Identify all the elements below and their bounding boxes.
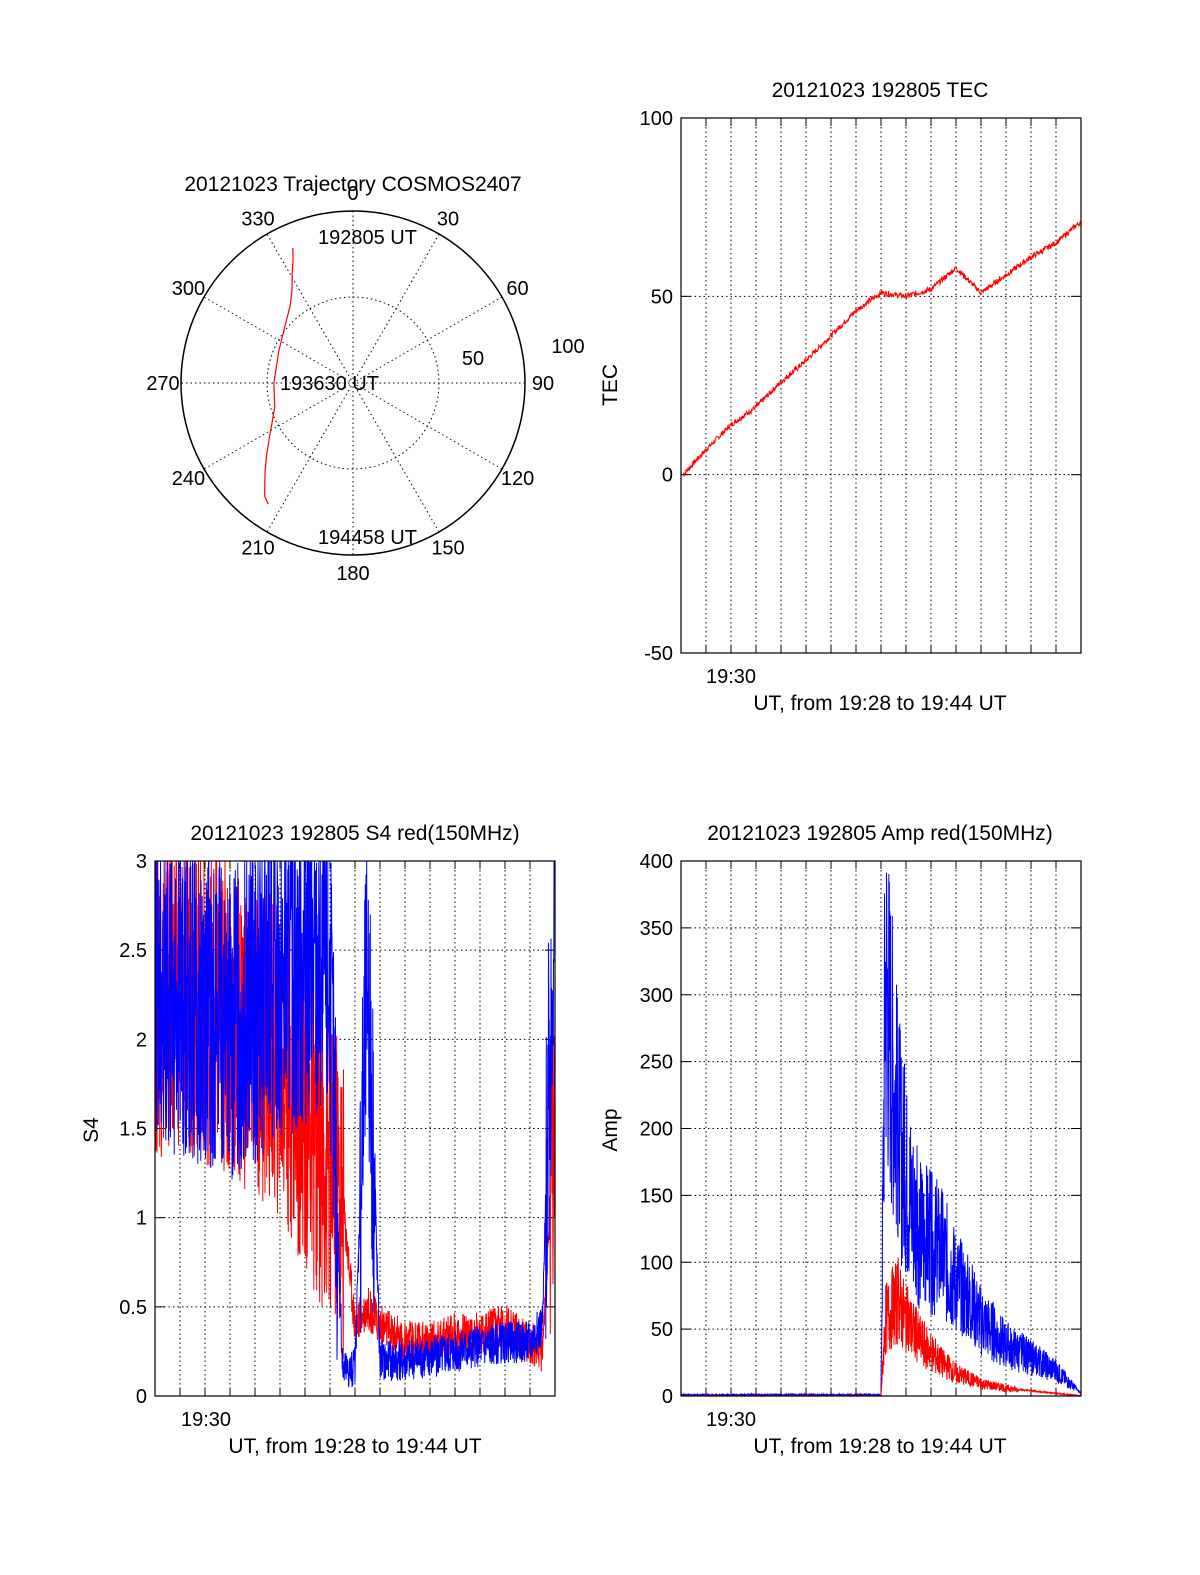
amp-y-tick-labels: 400 350 300 250 200 150 100 50 0 (640, 851, 673, 1408)
y-tick-label: 0 (662, 465, 673, 487)
y-tick-label: 50 (651, 286, 673, 308)
polar-title: 20121023 Trajectory COSMOS2407 (184, 173, 521, 196)
polar-spoke-150 (266, 233, 440, 533)
series-line-red (682, 218, 1082, 478)
s4-series (154, 859, 556, 1388)
y-tick-label: 3 (136, 851, 147, 873)
y-tick-label: 150 (640, 1185, 673, 1207)
polar-angle-label: 210 (241, 538, 274, 560)
amp-x-tick-label: 19:30 (706, 1409, 756, 1431)
polar-angle-label: 300 (172, 278, 205, 300)
annotation-mid-time: 193630 UT (280, 373, 379, 395)
polar-radius-label-50: 50 (462, 348, 484, 370)
trajectory-polar-plot: 20121023 Trajectory COSMOS2407 0 30 60 90 12… (146, 173, 584, 585)
tec-plot: 20121023 192805 TEC 100 50 0 -50 19:30 UT, … (599, 79, 1082, 715)
y-tick-label: 100 (640, 108, 673, 130)
trajectory-line (264, 247, 294, 505)
s4-y-tick-labels: 3 2.5 2 1.5 1 0.5 0 (119, 851, 147, 1408)
y-tick-label: 300 (640, 985, 673, 1007)
y-tick-label: 1.5 (119, 1119, 147, 1141)
s4-x-axis-label: UT, from 19:28 to 19:44 UT (228, 1435, 481, 1458)
s4-y-axis-label: S4 (80, 1117, 103, 1143)
polar-angle-label: 120 (501, 468, 534, 490)
tec-x-tick-label: 19:30 (706, 666, 756, 688)
amp-plot: 20121023 192805 Amp red(150MHz) 400 350 30… (599, 822, 1082, 1458)
s4-frame (154, 860, 556, 1397)
y-tick-label: 0 (662, 1386, 673, 1408)
y-tick-label: 400 (640, 851, 673, 873)
y-tick-label: 250 (640, 1052, 673, 1074)
amp-y-axis-label: Amp (599, 1108, 622, 1151)
polar-angle-label: 180 (336, 563, 369, 585)
polar-angle-label: 30 (437, 208, 459, 230)
y-tick-label: 200 (640, 1119, 673, 1141)
y-tick-label: -50 (644, 643, 673, 665)
y-tick-label: 0 (136, 1386, 147, 1408)
amp-title: 20121023 192805 Amp red(150MHz) (707, 822, 1053, 845)
annotation-start-time: 192805 UT (318, 227, 417, 249)
tec-y-axis-label: TEC (599, 364, 622, 406)
annotation-end-time: 194458 UT (318, 527, 417, 549)
tec-title: 20121023 192805 TEC (772, 79, 989, 102)
amp-grid (681, 860, 1081, 1397)
polar-angle-label: 60 (506, 278, 528, 300)
y-tick-label: 100 (640, 1252, 673, 1274)
tec-grid (681, 117, 1081, 654)
polar-spokes (181, 211, 525, 555)
s4-plot: 20121023 192805 S4 red(150MHz) 3 2.5 2 1.5 1… (80, 822, 556, 1458)
y-tick-label: 1 (136, 1208, 147, 1230)
polar-angle-label: 150 (431, 538, 464, 560)
polar-angle-label: 0 (347, 183, 358, 205)
y-tick-label: 2.5 (119, 940, 147, 962)
polar-radius-label-100: 100 (551, 336, 584, 358)
y-tick-label: 50 (651, 1319, 673, 1341)
s4-title: 20121023 192805 S4 red(150MHz) (190, 822, 519, 845)
y-tick-label: 2 (136, 1029, 147, 1051)
series-line-blue (154, 859, 556, 1388)
polar-angle-label: 270 (146, 373, 179, 395)
y-tick-label: 350 (640, 918, 673, 940)
amp-frame (680, 860, 1082, 1397)
tec-x-axis-label: UT, from 19:28 to 19:44 UT (753, 692, 1006, 715)
polar-angle-label: 330 (241, 208, 274, 230)
polar-angle-label: 90 (532, 373, 554, 395)
y-tick-label: 0.5 (119, 1297, 147, 1319)
tec-frame (680, 117, 1082, 654)
polar-angle-label: 240 (172, 468, 205, 490)
amp-x-axis-label: UT, from 19:28 to 19:44 UT (753, 1435, 1006, 1458)
tec-series (682, 218, 1082, 478)
s4-x-tick-label: 19:30 (181, 1409, 231, 1431)
polar-angle-labels: 0 30 60 90 120 150 180 210 240 270 300 330 (146, 183, 554, 585)
tec-y-tick-labels: 100 50 0 -50 (640, 108, 673, 665)
